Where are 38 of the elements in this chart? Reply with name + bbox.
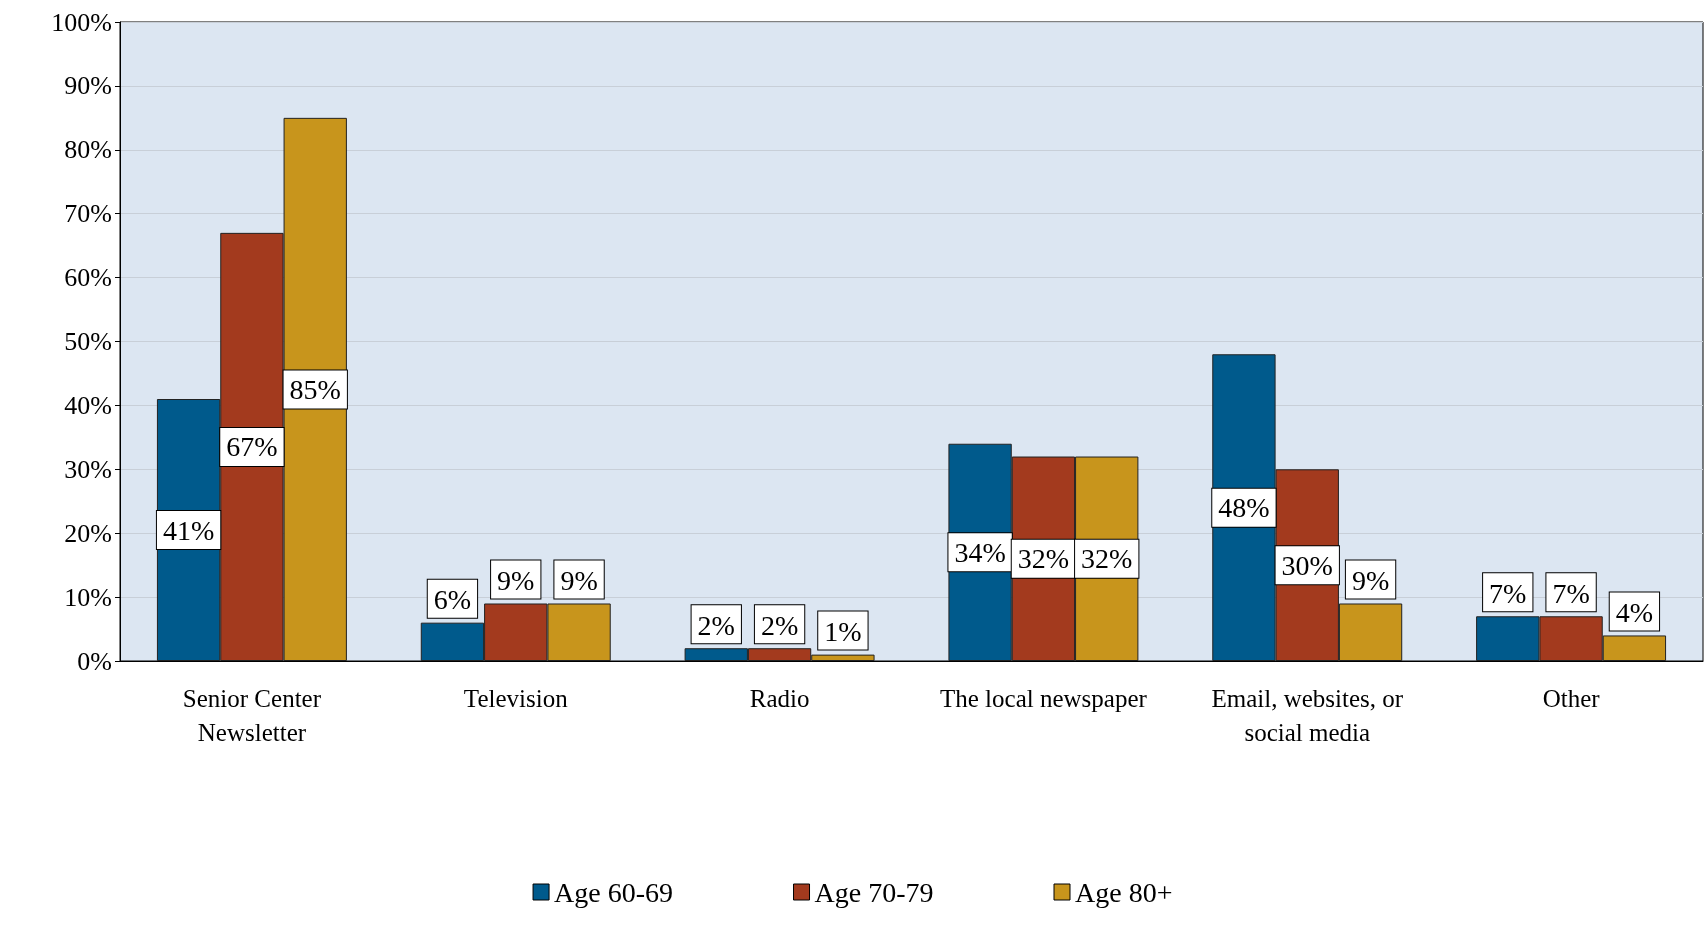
data-label: 34% — [954, 536, 1006, 568]
y-tick-label: 20% — [64, 518, 112, 548]
data-label: 2% — [697, 609, 735, 641]
y-tick-label: 30% — [64, 454, 112, 484]
data-label: 32% — [1017, 543, 1070, 575]
data-label: 41% — [162, 514, 215, 546]
data-label: 67% — [226, 431, 278, 463]
x-tick-label: Other — [1542, 684, 1601, 712]
data-label: 9% — [497, 564, 535, 596]
data-label: 9% — [560, 564, 598, 596]
data-label: 48% — [1218, 492, 1270, 524]
y-tick-label: 50% — [64, 327, 112, 356]
data-label: 4% — [1615, 596, 1654, 628]
y-tick-label: 40% — [64, 390, 112, 420]
x-tick-label: Email, websites, or social media — [1211, 684, 1404, 746]
data-label: 7% — [1552, 577, 1590, 609]
data-label: 32% — [1081, 543, 1133, 575]
y-tick-label: 100% — [51, 7, 112, 37]
x-tick-label: Radio — [749, 684, 810, 712]
y-tick-label: 90% — [64, 71, 112, 101]
legend-label: Age 80+ — [1075, 876, 1173, 908]
y-tick-label: 60% — [64, 263, 112, 293]
data-label: 30% — [1281, 549, 1333, 581]
data-label: 9% — [1351, 564, 1390, 596]
data-label: 85% — [289, 373, 341, 405]
data-label: 7% — [1489, 577, 1527, 609]
data-label: 2% — [760, 609, 799, 641]
x-tick-label: Senior Center Newsletter — [182, 684, 322, 746]
y-tick-label: 10% — [64, 582, 112, 612]
data-label: 6% — [433, 584, 472, 616]
y-tick-label: 70% — [64, 199, 112, 229]
legend-label: Age 70-79 — [814, 876, 934, 908]
y-tick-label: 0% — [77, 646, 112, 676]
y-tick-label: 80% — [64, 135, 112, 165]
x-tick-label: The local newspaper — [939, 684, 1148, 712]
x-tick-label: Television — [463, 684, 569, 712]
legend-label: Age 60-69 — [554, 876, 674, 908]
data-label: 1% — [824, 616, 862, 648]
